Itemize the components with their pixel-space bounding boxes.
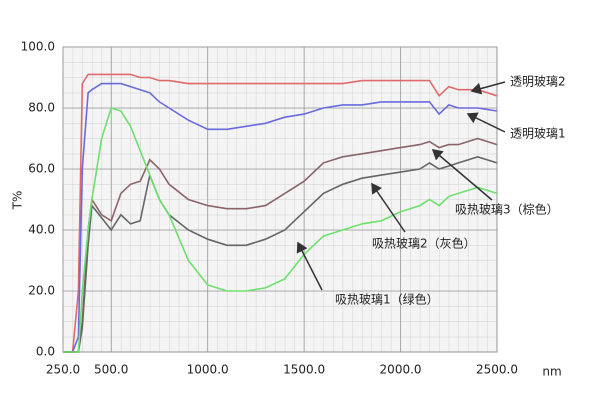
annotation-arrow bbox=[431, 149, 493, 201]
y-tick-label: 100.0 bbox=[21, 40, 55, 54]
series-line bbox=[63, 107, 498, 353]
y-tick-label: 80.0 bbox=[28, 101, 55, 115]
x-tick-label: 500.0 bbox=[94, 363, 128, 377]
series-line bbox=[63, 82, 498, 353]
y-tick-label: 0.0 bbox=[36, 345, 55, 359]
y-tick-label: 20.0 bbox=[28, 284, 55, 298]
series-line bbox=[63, 155, 498, 353]
x-tick-label: 2500.0 bbox=[476, 363, 518, 377]
annotation-arrow bbox=[296, 241, 323, 291]
series-label: 吸热玻璃3（棕色） bbox=[455, 202, 559, 217]
x-tick-label: 1500.0 bbox=[283, 363, 325, 377]
x-tick-label: 2000.0 bbox=[380, 363, 422, 377]
minor-grid bbox=[63, 47, 497, 352]
annotation-arrow bbox=[470, 81, 506, 95]
series-label: 吸热玻璃1（绿色） bbox=[335, 292, 439, 307]
y-tick-label: 60.0 bbox=[28, 162, 55, 176]
x-tick-label: 250.0 bbox=[46, 363, 80, 377]
series-label: 透明玻璃1 bbox=[510, 127, 566, 141]
series-label: 吸热玻璃2（灰色） bbox=[372, 237, 476, 251]
series-line bbox=[63, 137, 498, 353]
x-axis-label: nm bbox=[542, 365, 561, 379]
annotation-arrow bbox=[466, 112, 506, 133]
annotation-arrow bbox=[371, 182, 406, 233]
x-tick-label: 1000.0 bbox=[187, 363, 229, 377]
y-tick-label: 40.0 bbox=[28, 223, 55, 237]
y-axis-label: T% bbox=[11, 191, 25, 211]
series-line bbox=[63, 73, 498, 353]
series-label: 透明玻璃2 bbox=[510, 75, 566, 89]
